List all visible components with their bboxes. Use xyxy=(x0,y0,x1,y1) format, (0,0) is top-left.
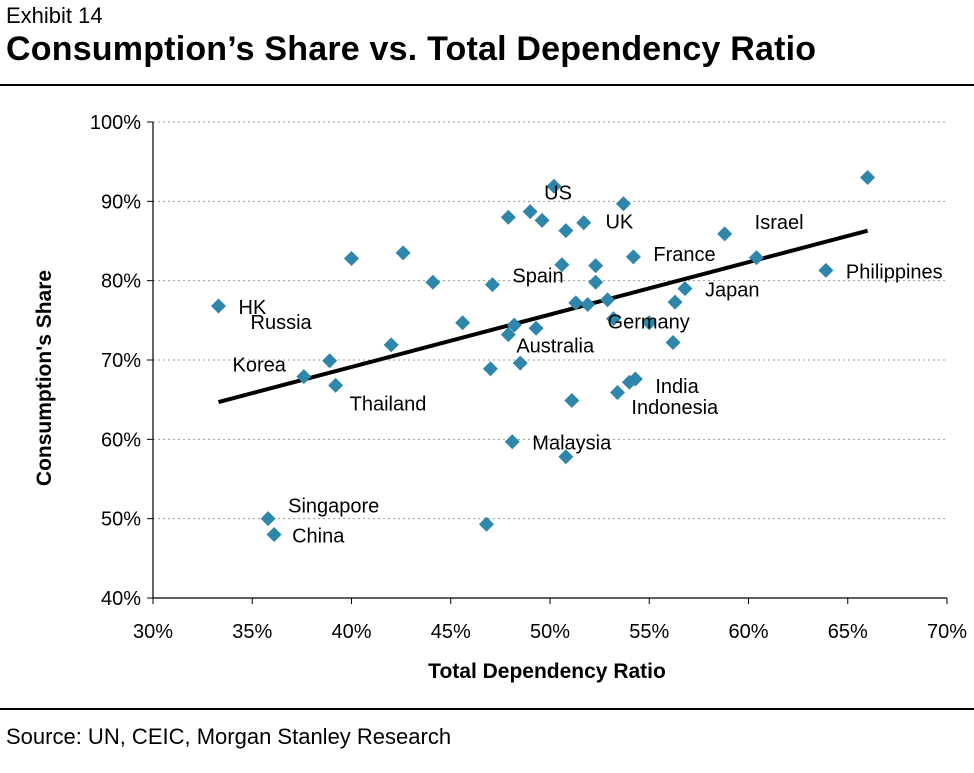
data-point xyxy=(625,249,641,265)
tick-labels: 40% 50% 60% 70% 80% 90% 100% 30% 35% 40% 45% 50% 55%… xyxy=(90,112,967,643)
data-point xyxy=(455,315,471,331)
point-label: UK xyxy=(605,212,633,234)
axes xyxy=(147,121,948,604)
data-point xyxy=(558,223,574,239)
x-axis-label: Total Dependency Ratio xyxy=(428,660,666,683)
data-point xyxy=(554,257,570,273)
point-label: Indonesia xyxy=(631,397,719,419)
data-point xyxy=(296,369,312,385)
x-tick-label: 45% xyxy=(431,621,471,643)
data-point xyxy=(588,274,604,290)
data-point xyxy=(860,170,876,186)
data-point xyxy=(522,204,538,220)
gridlines xyxy=(153,121,947,520)
point-label: Germany xyxy=(608,312,690,334)
data-point xyxy=(558,449,574,465)
point-label: Singapore xyxy=(288,496,379,518)
data-point xyxy=(546,178,562,194)
data-point xyxy=(322,353,338,369)
data-point xyxy=(344,250,359,266)
point-label: Australia xyxy=(516,336,595,358)
data-point xyxy=(500,209,516,225)
data-point xyxy=(600,292,616,308)
point-labels: HK Korea Russia Thailand Singapore China Spain… xyxy=(232,183,942,548)
data-point xyxy=(580,296,596,312)
trendline xyxy=(217,228,869,404)
y-tick-label: 70% xyxy=(101,350,141,372)
data-point xyxy=(478,516,494,532)
data-point xyxy=(717,226,733,242)
point-label: Malaysia xyxy=(532,433,612,455)
point-label: Israel xyxy=(755,212,804,234)
trendline-group xyxy=(217,228,869,404)
data-point xyxy=(266,527,282,543)
data-point xyxy=(588,258,604,274)
y-tick-label: 50% xyxy=(101,509,141,531)
data-point xyxy=(482,361,498,377)
x-tick-label: 40% xyxy=(331,621,371,643)
data-point xyxy=(576,215,592,231)
y-tick-label: 80% xyxy=(101,271,141,293)
data-point xyxy=(818,262,834,278)
data-point xyxy=(395,245,411,261)
source-note: Source: UN, CEIC, Morgan Stanley Researc… xyxy=(6,724,452,749)
data-point xyxy=(504,434,520,450)
page-title: Consumption’s Share vs. Total Dependency… xyxy=(6,30,817,68)
x-tick-label: 30% xyxy=(133,621,173,643)
data-point xyxy=(667,294,683,310)
point-label: Japan xyxy=(705,280,760,302)
data-point xyxy=(512,355,528,371)
y-tick-label: 100% xyxy=(90,112,141,134)
x-tick-label: 55% xyxy=(629,621,669,643)
data-point xyxy=(260,511,276,527)
x-tick-label: 70% xyxy=(927,621,967,643)
point-label: HK xyxy=(239,297,267,319)
data-points xyxy=(211,170,876,543)
x-tick-label: 65% xyxy=(828,621,868,643)
exhibit-label: Exhibit 14 xyxy=(6,3,103,28)
title-divider xyxy=(0,84,974,86)
data-point xyxy=(609,385,625,401)
data-point xyxy=(627,371,643,387)
point-label: France xyxy=(653,244,715,266)
data-point xyxy=(484,277,500,293)
data-point xyxy=(500,327,516,343)
data-point xyxy=(641,315,657,331)
source-divider xyxy=(0,708,974,710)
point-label: Spain xyxy=(512,266,563,288)
x-tick-label: 50% xyxy=(530,621,570,643)
data-point xyxy=(383,337,399,353)
x-tick-label: 60% xyxy=(728,621,768,643)
point-label: China xyxy=(292,526,345,548)
data-point xyxy=(564,392,580,408)
point-label: Thailand xyxy=(350,393,427,415)
y-tick-label: 90% xyxy=(101,191,141,213)
data-point xyxy=(506,317,522,333)
y-axis-label: Consumption's Share xyxy=(33,270,56,486)
data-point xyxy=(665,335,681,351)
y-tick-label: 60% xyxy=(101,429,141,451)
data-point xyxy=(568,295,584,311)
data-point xyxy=(748,250,764,266)
point-label: Russia xyxy=(251,312,313,334)
data-point xyxy=(328,377,344,393)
point-label: US xyxy=(544,183,572,205)
point-label: India xyxy=(655,376,699,398)
y-tick-label: 40% xyxy=(101,588,141,610)
data-point xyxy=(615,196,631,212)
data-point xyxy=(606,311,622,327)
point-label: Korea xyxy=(232,355,286,377)
data-point xyxy=(534,212,550,228)
data-point xyxy=(425,274,441,290)
x-tick-label: 35% xyxy=(232,621,272,643)
data-point xyxy=(528,320,544,336)
point-label: Philippines xyxy=(846,261,943,283)
data-point xyxy=(677,281,693,297)
data-point xyxy=(211,298,227,314)
